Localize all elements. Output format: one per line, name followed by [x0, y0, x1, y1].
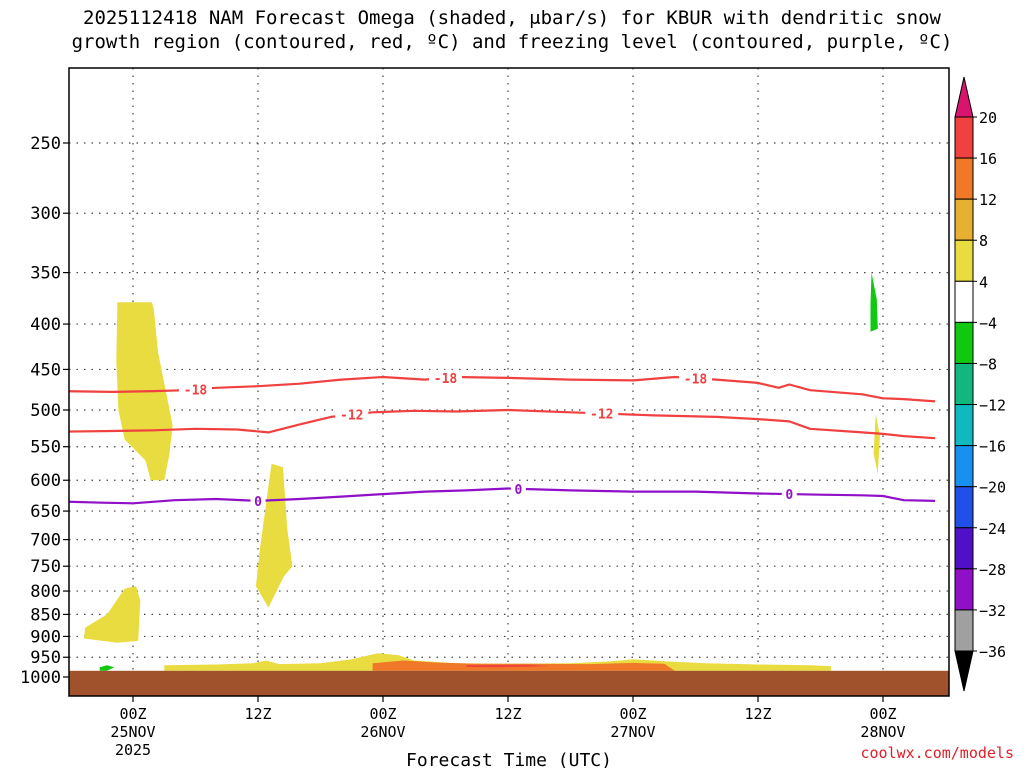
colorbar: 20 16 12 8 4 −4 −8 −12 −16 −20 −24 −28 −32 −36 — [954, 76, 1006, 692]
y-tick-label: 700 — [30, 531, 61, 551]
y-tick-label: 750 — [30, 557, 61, 577]
y-tick-label: 1000 — [20, 668, 61, 688]
x-tick-date: 26NOV — [360, 723, 405, 741]
colorbar-label: −24 — [979, 520, 1006, 538]
contour-0 — [69, 487, 936, 505]
colorbar-segment — [954, 486, 974, 529]
y-tick-label: 500 — [30, 401, 61, 421]
low-updraft-blob — [84, 586, 141, 643]
contour-label: -18 — [434, 372, 458, 387]
title-line-2: growth region (contoured, red, ºC) and f… — [71, 31, 953, 53]
colorbar-segment — [954, 280, 974, 323]
colorbar-label: −28 — [979, 561, 1006, 579]
colorbar-segment — [954, 321, 974, 364]
x-tick-label: 00Z — [369, 705, 396, 723]
y-tick-label: 450 — [30, 360, 61, 380]
colorbar-segment — [954, 198, 974, 241]
y-tick-label: 250 — [30, 134, 61, 154]
contour-label: -18 — [184, 383, 208, 398]
colorbar-segment — [954, 568, 974, 611]
colorbar-label: 12 — [979, 191, 997, 209]
plot-frame — [68, 67, 950, 697]
terrain — [69, 670, 949, 696]
small-downdraft — [99, 665, 115, 671]
near-surface-core — [466, 664, 550, 668]
x-tick-date: 27NOV — [610, 723, 655, 741]
y-tick-label: 850 — [30, 605, 61, 625]
x-axis-label: Forecast Time (UTC) — [406, 750, 612, 768]
contour-label-bg — [335, 406, 369, 423]
colorbar-label: −4 — [979, 314, 997, 332]
contour--12 — [69, 408, 936, 440]
colorbar-segment — [954, 404, 974, 447]
y-tick-label: 350 — [30, 264, 61, 284]
y-tick-label: 300 — [30, 204, 61, 224]
colorbar-segment — [954, 527, 974, 570]
y-tick-label: 950 — [30, 648, 61, 668]
colorbar-label: 20 — [979, 109, 997, 127]
colorbar-label: −8 — [979, 355, 997, 373]
contour-label: -12 — [340, 409, 363, 424]
right-edge-sliver — [873, 413, 880, 474]
colorbar-segment — [954, 116, 974, 159]
credit-link[interactable]: coolwx.com/models — [860, 744, 1014, 762]
contour-label-bg — [679, 370, 712, 387]
contour-label-bg — [250, 492, 266, 509]
contour-label-bg — [781, 486, 797, 503]
y-tick-label: 550 — [30, 438, 61, 458]
chart-title: 2025112418 NAM Forecast Omega (shaded, μ… — [0, 6, 1024, 54]
colorbar-label: 8 — [979, 232, 988, 250]
title-line-1: 2025112418 NAM Forecast Omega (shaded, μ… — [83, 7, 941, 29]
contour-lines: -18 -18 -18 -12 -12 0 0 0 — [69, 369, 936, 510]
x-tick-date: 25NOV — [110, 723, 155, 741]
colorbar-label: −20 — [979, 479, 1006, 497]
colorbar-bottom-arrow — [954, 650, 974, 692]
x-tick-label: 00Z — [119, 705, 146, 723]
colorbar-segment — [954, 239, 974, 282]
y-tick-label: 600 — [30, 471, 61, 491]
y-axis: 2503003504004505005506006507007508008509… — [20, 134, 69, 688]
colorbar-segment — [954, 445, 974, 488]
contour-label: -12 — [590, 407, 613, 422]
x-tick-date: 28NOV — [860, 723, 905, 741]
colorbar-label: −36 — [979, 643, 1006, 661]
colorbar-label: −32 — [979, 602, 1006, 620]
terrain-fill — [69, 670, 949, 696]
x-tick-label: 00Z — [869, 705, 896, 723]
colorbar-top-arrow — [954, 76, 974, 118]
colorbar-label: 16 — [979, 150, 997, 168]
contour-label: -18 — [684, 372, 708, 387]
y-tick-label: 400 — [30, 315, 61, 335]
contour-label-bg — [510, 480, 526, 497]
mid-updraft-column — [255, 463, 293, 608]
colorbar-segment — [954, 157, 974, 200]
contour-label: 0 — [785, 488, 793, 503]
contour-label-bg — [179, 381, 212, 398]
contour-label-bg — [585, 405, 619, 422]
colorbar-segment — [954, 609, 974, 652]
omega-shading — [60, 272, 880, 671]
y-tick-label: 800 — [30, 582, 61, 602]
colorbar-segment — [954, 362, 974, 406]
x-tick-label: 00Z — [619, 705, 646, 723]
x-tick-label: 12Z — [744, 705, 771, 723]
left-edge-sliver — [60, 566, 66, 581]
contour-label-bg — [429, 369, 462, 386]
y-tick-label: 650 — [30, 502, 61, 522]
colorbar-label: −16 — [979, 438, 1006, 456]
x-tick-label: 12Z — [244, 705, 271, 723]
colorbar-label: −12 — [979, 397, 1006, 415]
x-tick-label: 12Z — [494, 705, 521, 723]
upper-downdraft — [870, 272, 878, 332]
y-tick-label: 900 — [30, 627, 61, 647]
contour-label: 0 — [515, 483, 523, 498]
x-tick-year: 2025 — [115, 741, 151, 759]
contour-label: 0 — [254, 495, 262, 510]
colorbar-label: 4 — [979, 273, 988, 291]
